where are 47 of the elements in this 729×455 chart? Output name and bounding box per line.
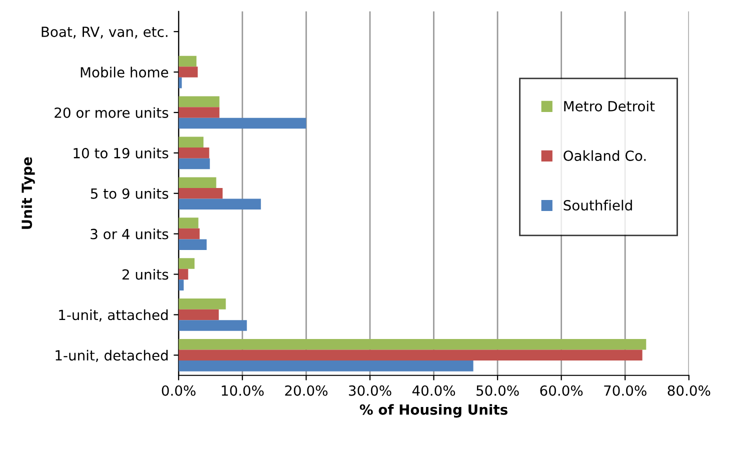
bar xyxy=(178,298,226,310)
y-tick-label: 1-unit, detached xyxy=(56,350,168,362)
x-tick-label: 20.0% xyxy=(285,385,328,396)
x-axis-title: % of Housing Units xyxy=(360,404,508,418)
x-tick-label: 0.0% xyxy=(162,385,196,396)
x-tick-label: 10.0% xyxy=(222,385,264,396)
bar xyxy=(178,66,198,78)
x-tick-label: 30.0% xyxy=(348,385,392,396)
bar xyxy=(178,177,216,188)
bar xyxy=(178,118,306,129)
y-tick-label: 3 or 4 units xyxy=(90,228,168,240)
y-tick-label: Mobile home xyxy=(80,66,168,78)
y-tick-label: 2 units xyxy=(122,268,168,280)
bar xyxy=(178,56,196,67)
bar xyxy=(178,188,223,199)
bar xyxy=(178,96,220,108)
y-tick-label: 5 to 9 units xyxy=(90,188,168,199)
bar xyxy=(178,258,195,269)
bar xyxy=(178,360,474,372)
bar xyxy=(178,148,210,158)
y-tick-label: 10 to 19 units xyxy=(74,148,168,158)
bar xyxy=(178,320,247,331)
y-tick-label: 20 or more units xyxy=(54,107,168,118)
legend-label: Southfield xyxy=(564,200,632,211)
x-tick-label: 40.0% xyxy=(412,385,456,396)
legend-label: Oakland Co. xyxy=(564,150,646,162)
bar xyxy=(178,107,220,118)
bar xyxy=(178,239,207,250)
x-tick-label: 70.0% xyxy=(604,385,646,396)
y-tick-label: Boat, RV, van, etc. xyxy=(42,26,168,38)
x-tick-label: 50.0% xyxy=(476,385,519,396)
bar xyxy=(178,77,182,88)
bar xyxy=(178,198,261,210)
bar xyxy=(178,309,219,320)
x-tick-label: 60.0% xyxy=(540,385,583,396)
bar xyxy=(178,280,184,290)
x-tick-label: 80.0% xyxy=(668,385,710,396)
legend-label: Metro Detroit xyxy=(564,100,655,112)
bar xyxy=(178,218,198,228)
bar xyxy=(178,228,200,240)
y-axis-title: Unit Type xyxy=(21,157,35,229)
y-tick-label: 1-unit, attached xyxy=(59,309,168,322)
bar xyxy=(178,350,642,361)
bar xyxy=(178,268,188,280)
bar xyxy=(178,136,204,148)
bar xyxy=(178,338,646,350)
bar xyxy=(178,158,210,170)
